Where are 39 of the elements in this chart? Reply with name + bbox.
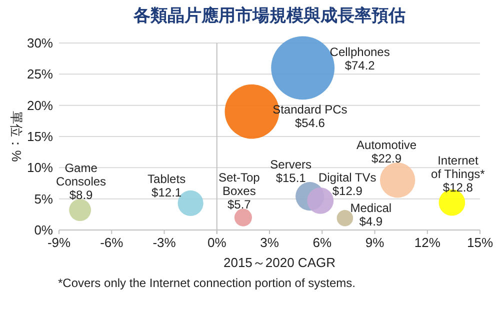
y-axis-title: 單位：% xyxy=(9,111,24,162)
data-label: $12.1 xyxy=(152,186,182,200)
x-tick-label: 9% xyxy=(365,235,385,250)
series-label: Servers xyxy=(270,157,312,172)
chart-title: 各類晶片應用市場規模與成長率預估 xyxy=(132,6,406,25)
series-label: Digital TVs xyxy=(318,170,376,185)
y-tick-label: 20% xyxy=(26,98,54,113)
series-label: Medical xyxy=(350,201,392,216)
y-tick-label: 25% xyxy=(26,66,54,82)
data-label: $74.2 xyxy=(344,58,376,72)
y-tick-label: 0% xyxy=(34,222,54,238)
x-tick-label: 15% xyxy=(466,235,494,250)
text: *Covers only the Internet connection portion of systems. xyxy=(58,276,356,290)
data-label: $22.9 xyxy=(372,152,402,166)
data-label: $15.1 xyxy=(276,170,306,185)
series-label: Tablets xyxy=(148,172,186,186)
data-label: $4.9 xyxy=(359,214,383,229)
x-tick-label: -3% xyxy=(152,235,176,250)
x-tick-label: -9% xyxy=(47,235,71,250)
y-tick-label: 10% xyxy=(26,160,54,176)
y-tick-label: 30% xyxy=(26,36,54,50)
y-tick-label: 5% xyxy=(34,191,54,206)
data-label: $8.9 xyxy=(69,188,94,202)
data-label: $12.8 xyxy=(442,180,474,195)
x-axis-title: 2015～2020 CAGR xyxy=(223,255,336,270)
series-label: Internet of Things* xyxy=(431,154,486,182)
x-tick-label: 0% xyxy=(207,235,227,250)
y-tick-label: 15% xyxy=(26,129,54,144)
series-label: Set-Top Boxes xyxy=(218,170,260,198)
series-label: Automotive xyxy=(356,138,417,152)
data-label: $12.9 xyxy=(332,184,363,198)
series-label: Game Consoles xyxy=(56,161,106,189)
x-tick-label: 3% xyxy=(260,235,280,250)
data-label: $54.6 xyxy=(294,116,326,130)
series-label: Cellphones xyxy=(330,44,390,59)
x-tick-label: 6% xyxy=(312,235,332,250)
x-tick-label: 12% xyxy=(414,235,441,250)
x-tick-label: -6% xyxy=(100,235,124,250)
data-label: $5.7 xyxy=(228,198,252,212)
